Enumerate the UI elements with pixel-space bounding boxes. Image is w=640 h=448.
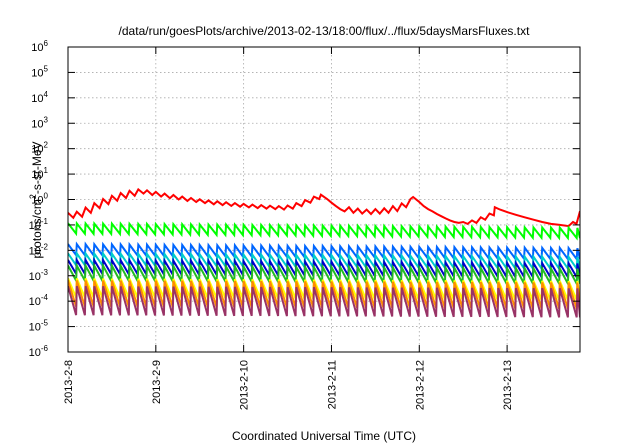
grid-lines: [68, 47, 580, 352]
series-line-6: [68, 261, 580, 288]
y-tick-label-exp: -5: [41, 319, 49, 328]
y-tick-label-exp: -3: [41, 268, 49, 277]
y-tick-label: 10-6: [29, 344, 49, 359]
x-tick-label: 2013-2-11: [326, 360, 338, 409]
y-tick-label-exp: 2: [44, 141, 49, 150]
y-tick-label: 101: [31, 166, 48, 181]
y-tick-label: 10-3: [29, 268, 49, 283]
y-tick-label-exp: -6: [41, 344, 49, 353]
y-tick-labels: 10-610-510-410-310-210-11001011021031041…: [29, 39, 49, 359]
y-tick-label-base: 10: [29, 220, 41, 232]
x-tick-label: 2013-2-8: [63, 360, 75, 404]
y-tick-label-exp: 4: [44, 90, 49, 99]
y-axis-label-prefix: protons/cm: [30, 199, 44, 258]
series-line-1: [68, 187, 580, 228]
y-tick-label: 10-2: [29, 242, 49, 257]
y-tick-label-base: 10: [31, 195, 43, 207]
y-tick-label-base: 10: [31, 67, 43, 79]
y-tick-label: 100: [31, 192, 48, 207]
y-tick-label-base: 10: [29, 322, 41, 334]
series-line-9: [68, 285, 580, 318]
y-tick-label-exp: 5: [44, 64, 49, 73]
y-tick-label: 106: [31, 39, 48, 54]
y-tick-label-exp: -1: [41, 217, 49, 226]
y-tick-label: 10-5: [29, 319, 49, 334]
y-tick-label: 103: [31, 115, 48, 130]
y-tick-label: 102: [31, 141, 48, 156]
tick-marks: [67, 46, 580, 353]
y-tick-label-exp: -4: [41, 293, 49, 302]
series-line-3: [68, 241, 580, 262]
y-tick-label-exp: -2: [41, 242, 49, 251]
y-tick-label-base: 10: [31, 93, 43, 105]
y-tick-label-base: 10: [31, 42, 43, 54]
chart-title: /data/run/goesPlots/archive/2013-02-13/1…: [119, 24, 531, 38]
y-tick-label-base: 10: [31, 144, 43, 156]
y-tick-label-base: 10: [29, 347, 41, 359]
y-tick-label-exp: 1: [44, 166, 49, 175]
y-tick-label: 10-1: [29, 217, 49, 232]
y-tick-label-base: 10: [31, 118, 43, 130]
x-tick-label: 2013-2-12: [414, 360, 426, 410]
y-tick-label-base: 10: [29, 296, 41, 308]
y-tick-label-base: 10: [29, 245, 41, 257]
y-tick-label: 10-4: [29, 293, 49, 308]
x-tick-labels: 2013-2-8 2013-2-9 2013-2-10 2013-2-11 2013-2…: [63, 360, 514, 410]
series-layer: [68, 187, 580, 318]
x-tick-label: 2013-2-10: [239, 360, 251, 410]
y-tick-label-base: 10: [29, 271, 41, 283]
series-line-2: [68, 220, 580, 241]
x-tick-label: 2013-2-9: [151, 360, 163, 404]
y-tick-label: 104: [31, 90, 48, 105]
y-tick-label: 105: [31, 64, 48, 79]
y-tick-label-exp: 3: [44, 115, 49, 124]
y-axis-label-suffix: -s-sr-MeV: [30, 141, 44, 194]
y-tick-label-exp: 0: [44, 192, 49, 201]
x-tick-label: 2013-2-13: [502, 360, 514, 410]
y-axis-label-sup: 2: [28, 194, 38, 199]
y-axis-label: protons/cm2-s-sr-MeV: [28, 141, 44, 258]
y-tick-label-exp: 6: [44, 39, 49, 48]
x-axis-label: Coordinated Universal Time (UTC): [232, 429, 416, 443]
y-tick-label-base: 10: [31, 169, 43, 181]
